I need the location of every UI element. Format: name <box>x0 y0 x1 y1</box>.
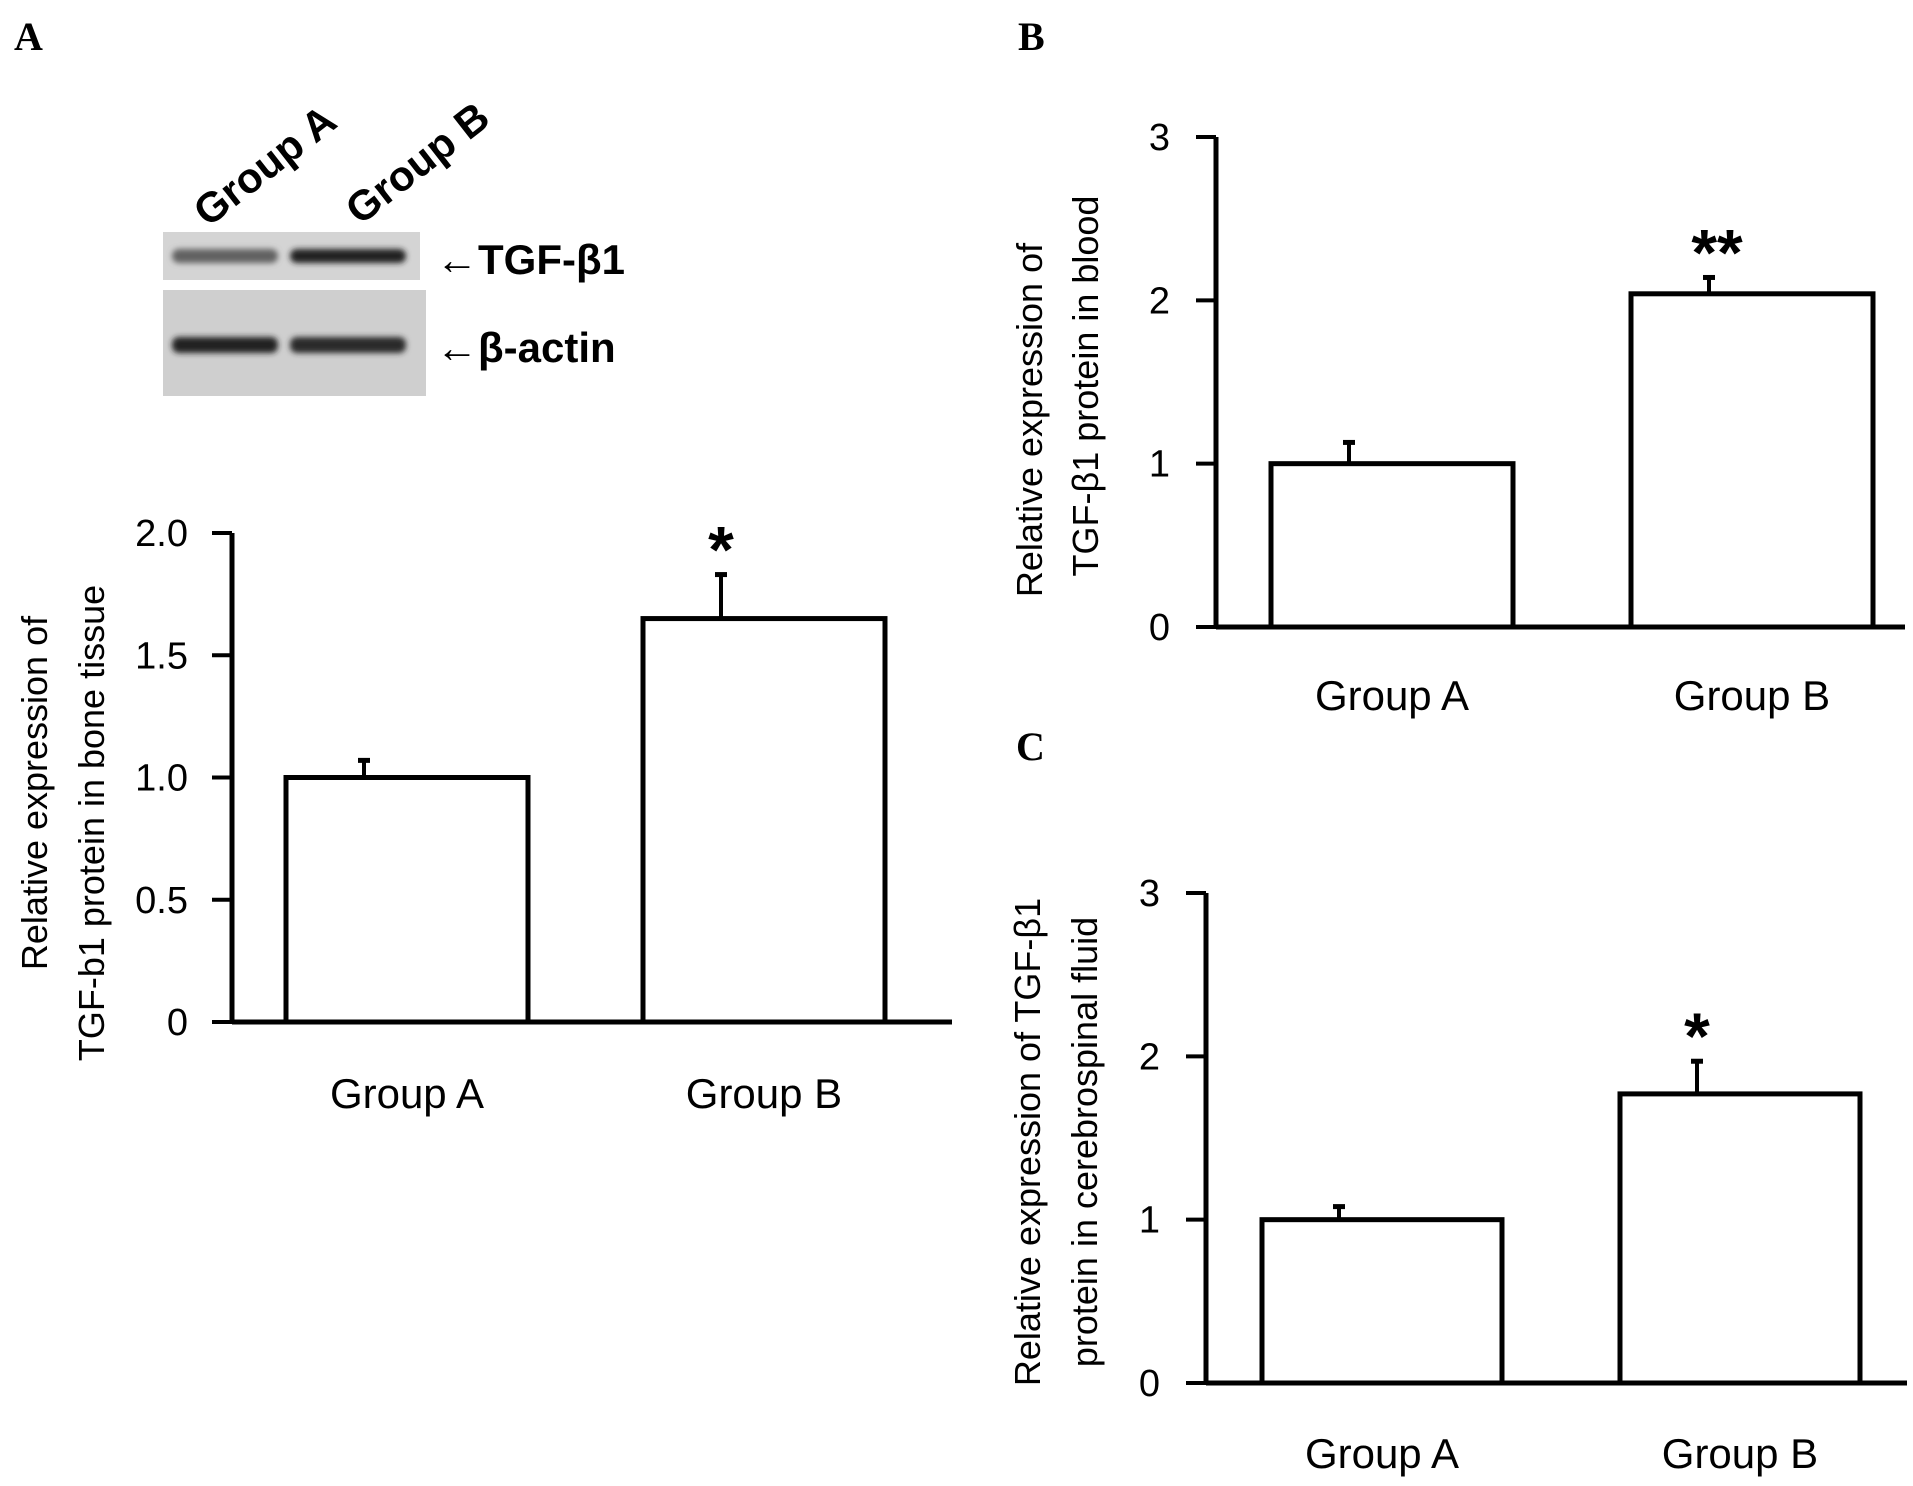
bar <box>1617 1091 1863 1386</box>
blot-band <box>172 337 278 353</box>
significance-mark: ** <box>1691 215 1743 289</box>
blot-lane-label: Group B <box>337 93 498 233</box>
bar <box>1268 461 1516 630</box>
y-axis-title-line-2: TGF-b1 protein in bone tissue <box>71 585 112 1061</box>
chart-b: Relative expression of TGF-β1 protein in… <box>1009 117 1905 719</box>
x-category-label: Group A <box>1305 1430 1459 1477</box>
blot-band-label-actin: ←β-actin <box>436 324 616 371</box>
bar <box>640 616 888 1025</box>
blot-band-label-tgf: ←TGF-β1 <box>436 236 625 283</box>
blot-band <box>290 249 406 263</box>
western-blot: Group A Group B ←TGF-β1 ←β-actin <box>163 93 625 396</box>
y-tick-label: 3 <box>1149 117 1170 159</box>
y-axis-title-line-1: Relative expression of TGF-β1 <box>1007 898 1048 1386</box>
y-tick-label: 3 <box>1139 873 1160 915</box>
y-tick-label: 2 <box>1139 1036 1160 1078</box>
panel-letter-b: B <box>1018 14 1045 59</box>
bar <box>283 775 531 1025</box>
y-tick-label: 1 <box>1139 1200 1160 1242</box>
blot-band <box>172 249 278 263</box>
x-category-label: Group B <box>686 1070 842 1117</box>
y-tick-label: 1.5 <box>135 635 188 677</box>
blot-lane-label: Group A <box>185 96 345 235</box>
y-tick-label: 1.0 <box>135 758 188 800</box>
x-category-label: Group B <box>1662 1430 1818 1477</box>
blot-band <box>290 337 406 353</box>
y-axis-title-line-2: protein in cerebrospinal fluid <box>1064 917 1105 1367</box>
y-tick-label: 2.0 <box>135 513 188 555</box>
y-tick-label: 0 <box>1139 1363 1160 1405</box>
bar <box>1628 291 1876 630</box>
y-tick-label: 0 <box>1149 607 1170 649</box>
y-tick-label: 2 <box>1149 280 1170 322</box>
y-axis-title-line-1: Relative expression of <box>1009 242 1050 597</box>
x-category-label: Group A <box>1315 672 1469 719</box>
significance-mark: * <box>708 513 734 587</box>
y-tick-label: 0 <box>167 1002 188 1044</box>
x-category-label: Group A <box>330 1070 484 1117</box>
significance-mark: * <box>1684 999 1710 1073</box>
y-axis-title-line-2: TGF-β1 protein in blood <box>1065 196 1106 577</box>
chart-a: Relative expression of TGF-b1 protein in… <box>14 513 952 1117</box>
bar <box>1259 1217 1505 1386</box>
y-tick-label: 1 <box>1149 444 1170 486</box>
x-category-label: Group B <box>1674 672 1830 719</box>
panel-letter-c: C <box>1016 724 1045 769</box>
y-axis-title-line-1: Relative expression of <box>14 615 55 970</box>
chart-c: Relative expression of TGF-β1 protein in… <box>1007 873 1907 1477</box>
panel-letter-a: A <box>14 14 43 59</box>
y-tick-label: 0.5 <box>135 880 188 922</box>
